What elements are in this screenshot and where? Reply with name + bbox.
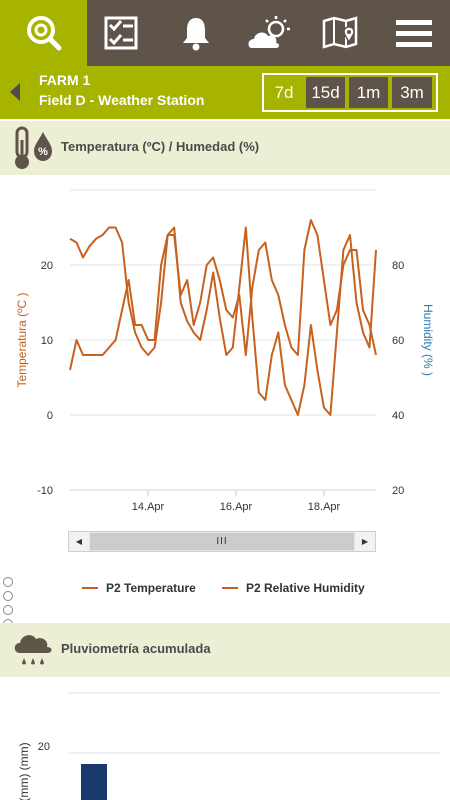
map-icon bbox=[322, 16, 358, 49]
series-line-temperature[interactable] bbox=[69, 219, 377, 371]
page-dot[interactable] bbox=[3, 577, 13, 587]
rainfall-chart: 20 (mm) (mm) bbox=[17, 692, 440, 800]
y-left-axis-label: Temperatura (ºC ) bbox=[15, 292, 29, 387]
y-left-tick-label: 0 bbox=[47, 410, 53, 422]
page-dot[interactable] bbox=[3, 605, 13, 615]
range-1m-button[interactable]: 1m bbox=[349, 77, 388, 108]
legend-item-temperature[interactable]: P2 Temperature bbox=[82, 581, 196, 595]
y-left-tick-label: 20 bbox=[41, 260, 53, 272]
scroll-left-button[interactable]: ◀ bbox=[69, 532, 89, 551]
field-name: Field D - Weather Station bbox=[39, 92, 205, 108]
nav-alerts[interactable] bbox=[160, 0, 233, 66]
nav-menu[interactable] bbox=[377, 0, 450, 66]
search-icon bbox=[26, 16, 62, 51]
x-tick-label: 16.Apr bbox=[220, 501, 253, 513]
farm-name: FARM 1 bbox=[39, 72, 91, 88]
y-tick-label: 20 bbox=[38, 741, 50, 753]
thermometer-humidity-icon: % bbox=[15, 126, 52, 169]
y-right-tick-label: 80 bbox=[392, 260, 404, 272]
page-dot[interactable] bbox=[3, 591, 13, 601]
y-left-tick-label: -10 bbox=[37, 485, 53, 497]
svg-text:%: % bbox=[38, 146, 48, 158]
sub-header: FARM 1 Field D - Weather Station 7d 15d … bbox=[0, 66, 450, 119]
y-right-tick-label: 20 bbox=[392, 485, 404, 497]
y-right-tick-label: 40 bbox=[392, 410, 404, 422]
y-left-tick-label: 10 bbox=[41, 335, 53, 347]
nav-map[interactable] bbox=[305, 0, 378, 66]
legend-label: P2 Relative Humidity bbox=[246, 581, 365, 595]
rain-cloud-icon bbox=[14, 635, 52, 665]
scroll-right-button[interactable]: ▶ bbox=[355, 532, 375, 551]
weather-icon bbox=[247, 16, 290, 48]
rainfall-section-header: Pluviometría acumulada bbox=[0, 623, 450, 677]
section-title-temperature-humidity: Temperatura (ºC) / Humedad (%) bbox=[61, 139, 260, 154]
x-tick-label: 14.Apr bbox=[132, 501, 165, 513]
y-right-axis-label: Humidity (% ) bbox=[421, 304, 435, 376]
legend-line bbox=[82, 587, 98, 589]
scroll-thumb[interactable]: III bbox=[90, 533, 354, 550]
temperature-humidity-section-header: % Temperatura (ºC) / Humedad (%) bbox=[0, 121, 450, 175]
back-arrow-icon[interactable] bbox=[10, 83, 20, 101]
range-7d-button[interactable]: 7d bbox=[266, 77, 302, 108]
top-navigation bbox=[0, 0, 450, 66]
range-15d-button[interactable]: 15d bbox=[306, 77, 345, 108]
y-axis-label: (mm) (mm) bbox=[17, 742, 31, 800]
menu-icon bbox=[395, 20, 432, 47]
section-title-rainfall: Pluviometría acumulada bbox=[61, 641, 211, 656]
nav-tasks[interactable] bbox=[87, 0, 160, 66]
legend-label: P2 Temperature bbox=[106, 581, 196, 595]
legend-line bbox=[222, 587, 238, 589]
range-3m-button[interactable]: 3m bbox=[392, 77, 432, 108]
rainfall-bar[interactable] bbox=[81, 764, 107, 800]
y-right-tick-label: 60 bbox=[392, 335, 404, 347]
legend-item-humidity[interactable]: P2 Relative Humidity bbox=[222, 581, 365, 595]
x-tick-label: 18.Apr bbox=[308, 501, 341, 513]
chart-legend: P2 Temperature P2 Relative Humidity bbox=[0, 581, 450, 599]
checklist-icon bbox=[104, 16, 138, 50]
nav-weather[interactable] bbox=[232, 0, 305, 66]
chart-scrollbar[interactable]: ◀ III ▶ bbox=[68, 531, 376, 552]
series-line-humidity[interactable] bbox=[69, 226, 377, 416]
temperature-humidity-chart: 20 10 0 -10 80 60 40 20 14.Apr 16.Apr 18.Apr Tempe… bbox=[15, 189, 435, 513]
range-selector: 7d 15d 1m 3m bbox=[262, 73, 438, 112]
nav-search[interactable] bbox=[0, 0, 88, 66]
bell-icon bbox=[182, 18, 209, 51]
